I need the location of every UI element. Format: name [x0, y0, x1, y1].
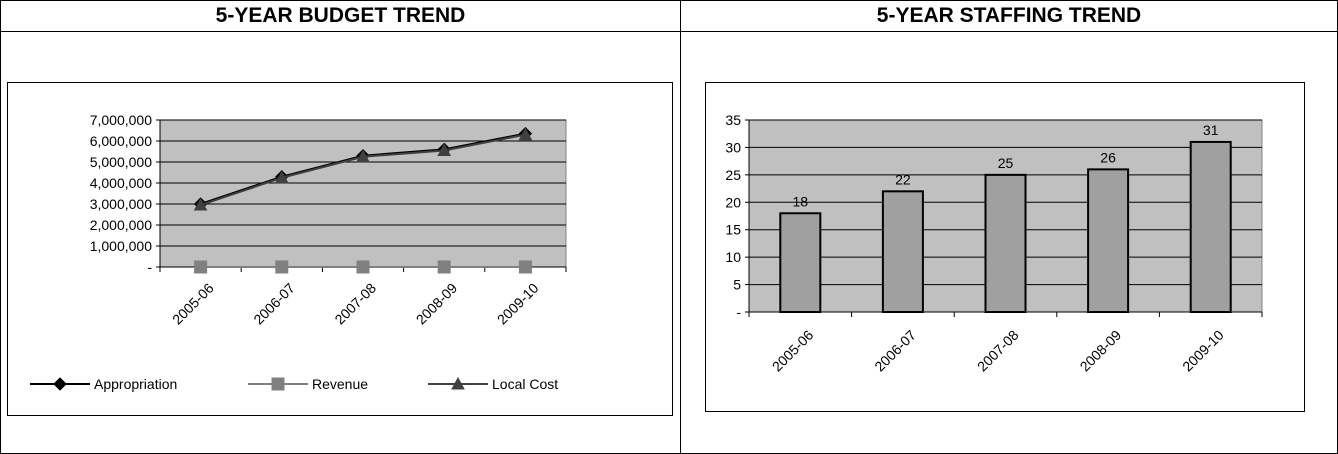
budget-data-point: [193, 198, 208, 211]
staffing-xtick-label: 2009-10: [1179, 327, 1227, 375]
budget-xtick-label: 2006-07: [250, 280, 298, 328]
staffing-ytick-label: 15: [725, 222, 741, 238]
budget-plot-area: [159, 119, 567, 268]
staffing-chart-frame: - 5 10 15 20 25 30 35 18 22 25 26 31 2005-06 2006-07 20…: [705, 82, 1305, 412]
budget-data-point: [437, 260, 451, 274]
staffing-bar: [1087, 168, 1130, 313]
budget-chart-frame: - 1,000,000 2,000,000 3,000,000 4,000,000 5,0…: [7, 82, 673, 416]
staffing-ytick-label: 10: [725, 249, 741, 265]
staffing-ytick-label: 5: [733, 277, 741, 293]
staffing-data-label: 25: [998, 155, 1014, 171]
budget-legend-label: Local Cost: [492, 376, 558, 392]
budget-xtick-label: 2008-09: [413, 280, 461, 328]
staffing-data-label: 18: [793, 193, 809, 209]
budget-panel-title: 5-YEAR BUDGET TREND: [1, 1, 680, 32]
budget-series-revenue: [194, 260, 532, 274]
staffing-xtick-label: 2008-09: [1077, 327, 1125, 375]
budget-ytick-label: 6,000,000: [90, 133, 152, 149]
budget-data-point: [518, 260, 532, 274]
budget-chart: - 1,000,000 2,000,000 3,000,000 4,000,000 5,0…: [30, 112, 567, 392]
staffing-ytick-label: 20: [725, 194, 741, 210]
budget-legend: Appropriation Revenue Local Cost: [30, 376, 558, 392]
budget-xtick-label: 2009-10: [494, 280, 542, 328]
staffing-panel: 5-YEAR STAFFING TREND - 5 10 15 20 25 30 35 18 22…: [680, 0, 1338, 454]
budget-ytick-label: 5,000,000: [90, 154, 152, 170]
budget-data-point: [275, 260, 289, 274]
budget-ytick-label: 3,000,000: [90, 196, 152, 212]
staffing-bar: [881, 190, 924, 313]
budget-data-point: [356, 260, 370, 274]
budget-ytick-label: 4,000,000: [90, 175, 152, 191]
staffing-panel-title: 5-YEAR STAFFING TREND: [681, 1, 1337, 32]
staffing-bar: [1189, 140, 1232, 313]
budget-xtick-label: 2005-06: [169, 280, 217, 328]
staffing-data-label: 31: [1203, 122, 1219, 138]
budget-data-point: [437, 143, 452, 156]
staffing-ytick-label: 25: [725, 167, 741, 183]
budget-legend-label: Revenue: [312, 376, 368, 392]
staffing-ytick-label: 35: [725, 112, 741, 128]
staffing-xtick-label: 2005-06: [769, 327, 817, 375]
staffing-xtick-label: 2007-08: [974, 327, 1022, 375]
budget-legend-marker: [53, 377, 67, 391]
staffing-bar: [779, 212, 822, 313]
budget-legend-marker: [451, 376, 465, 390]
staffing-ytick-label: -: [736, 304, 741, 320]
budget-legend-label: Appropriation: [94, 376, 177, 392]
staffing-data-label: 22: [895, 171, 911, 187]
budget-data-point: [356, 149, 370, 163]
budget-ytick-label: -: [147, 259, 152, 275]
staffing-ytick-label: 30: [725, 139, 741, 155]
budget-legend-marker: [271, 377, 285, 391]
staffing-data-label: 26: [1100, 149, 1116, 165]
budget-series-local-cost: [193, 127, 533, 211]
staffing-chart: - 5 10 15 20 25 30 35 18 22 25 26 31 2005-06 2006-07 20…: [725, 112, 1263, 375]
budget-data-point: [194, 260, 208, 274]
budget-ytick-label: 2,000,000: [90, 217, 152, 233]
staffing-xtick-label: 2006-07: [871, 327, 919, 375]
budget-panel: 5-YEAR BUDGET TREND - 1,000,000 2,000,000 3…: [0, 0, 681, 454]
budget-ytick-label: 7,000,000: [90, 112, 152, 128]
budget-data-point: [274, 170, 289, 184]
staffing-bar: [984, 173, 1027, 313]
budget-data-point: [518, 127, 533, 141]
budget-ytick-label: 1,000,000: [90, 238, 152, 254]
budget-xtick-label: 2007-08: [331, 280, 379, 328]
